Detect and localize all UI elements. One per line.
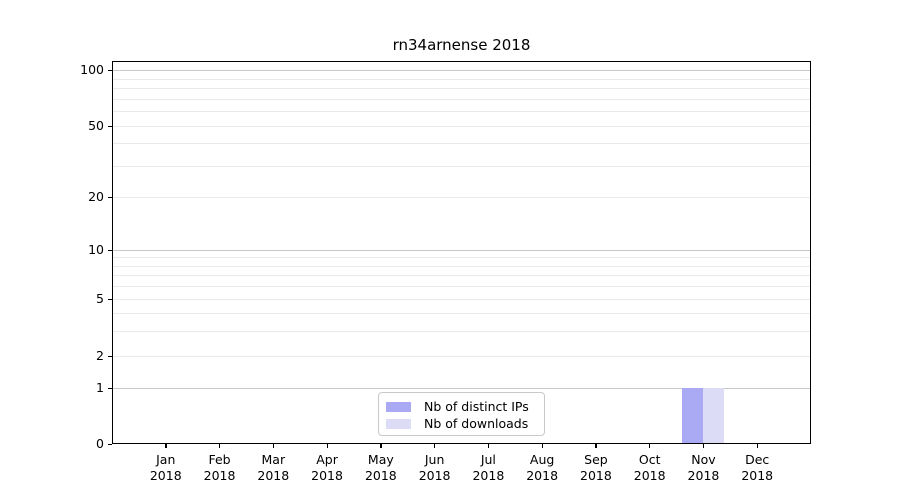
legend-swatch-nb-of-distinct-ips [386,401,411,412]
bar-nb-of-downloads [703,388,725,444]
legend-swatch-nb-of-downloads [386,418,411,429]
x-tick-mark [272,444,275,448]
x-tick-mark [434,444,436,448]
minor-gridline [112,356,811,357]
x-tick-label: Feb 2018 [203,452,236,483]
y-tick-mark [108,387,112,389]
x-tick-mark [702,444,705,448]
minor-gridline [112,143,811,145]
x-tick-mark [219,444,221,448]
minor-gridline [112,265,811,267]
y-tick-mark [108,125,112,127]
x-tick-label: Nov 2018 [687,452,720,483]
chart-title: rn34arnense 2018 [392,36,531,54]
major-gridline [112,250,811,251]
plot-frame [112,61,811,444]
legend-entry: Nb of distinct IPs [386,398,536,415]
legend: Nb of distinct IPs Nb of downloads [378,392,545,436]
major-gridline [112,388,811,389]
y-tick-label: 0 [96,436,104,451]
x-tick-label: Jul 2018 [472,452,505,483]
x-tick-label: Sep 2018 [580,452,612,483]
minor-gridline [112,88,811,90]
y-tick-label: 5 [96,291,104,306]
x-tick-label: Dec 2018 [741,452,774,483]
y-tick-mark [108,196,112,198]
y-tick-label: 100 [80,62,104,77]
y-tick-mark [108,69,112,71]
x-tick-label: May 2018 [364,452,397,483]
x-tick-label: Oct 2018 [633,452,666,483]
x-tick-mark [165,444,167,448]
y-tick-mark [108,443,112,445]
y-tick-mark [108,355,112,357]
bar-nb-of-distinct-ips [682,388,704,444]
y-tick-label: 2 [96,348,104,363]
x-tick-label: Jan 2018 [149,452,182,483]
y-tick-label: 20 [88,189,104,204]
minor-gridline [112,197,811,198]
y-tick-label: 1 [96,380,104,395]
minor-gridline [112,257,811,259]
y-tick-mark [108,298,112,300]
x-tick-mark [487,444,490,448]
legend-label: Nb of distinct IPs [424,398,529,414]
minor-gridline [112,126,811,127]
minor-gridline [112,78,811,80]
y-tick-label: 50 [88,118,104,133]
major-gridline [112,70,811,71]
minor-gridline [112,98,811,100]
x-tick-mark [649,444,651,448]
minor-gridline [112,286,811,288]
x-tick-mark [326,444,328,448]
minor-gridline [112,111,811,113]
legend-label: Nb of downloads [424,415,529,431]
minor-gridline [112,299,811,300]
minor-gridline [112,312,811,314]
y-tick-mark [108,249,112,251]
x-tick-mark [595,444,597,448]
minor-gridline [112,275,811,277]
x-tick-mark [756,444,759,448]
legend-entry: Nb of downloads [386,415,536,432]
x-tick-label: Mar 2018 [257,452,290,483]
minor-gridline [112,165,811,167]
x-tick-mark [380,444,382,448]
x-tick-label: Apr 2018 [311,452,343,483]
plot-area [112,61,811,444]
minor-gridline [112,330,811,332]
y-tick-label: 10 [88,242,104,257]
x-tick-label: Aug 2018 [526,452,559,483]
x-tick-label: Jun 2018 [418,452,451,483]
x-tick-mark [541,444,543,448]
